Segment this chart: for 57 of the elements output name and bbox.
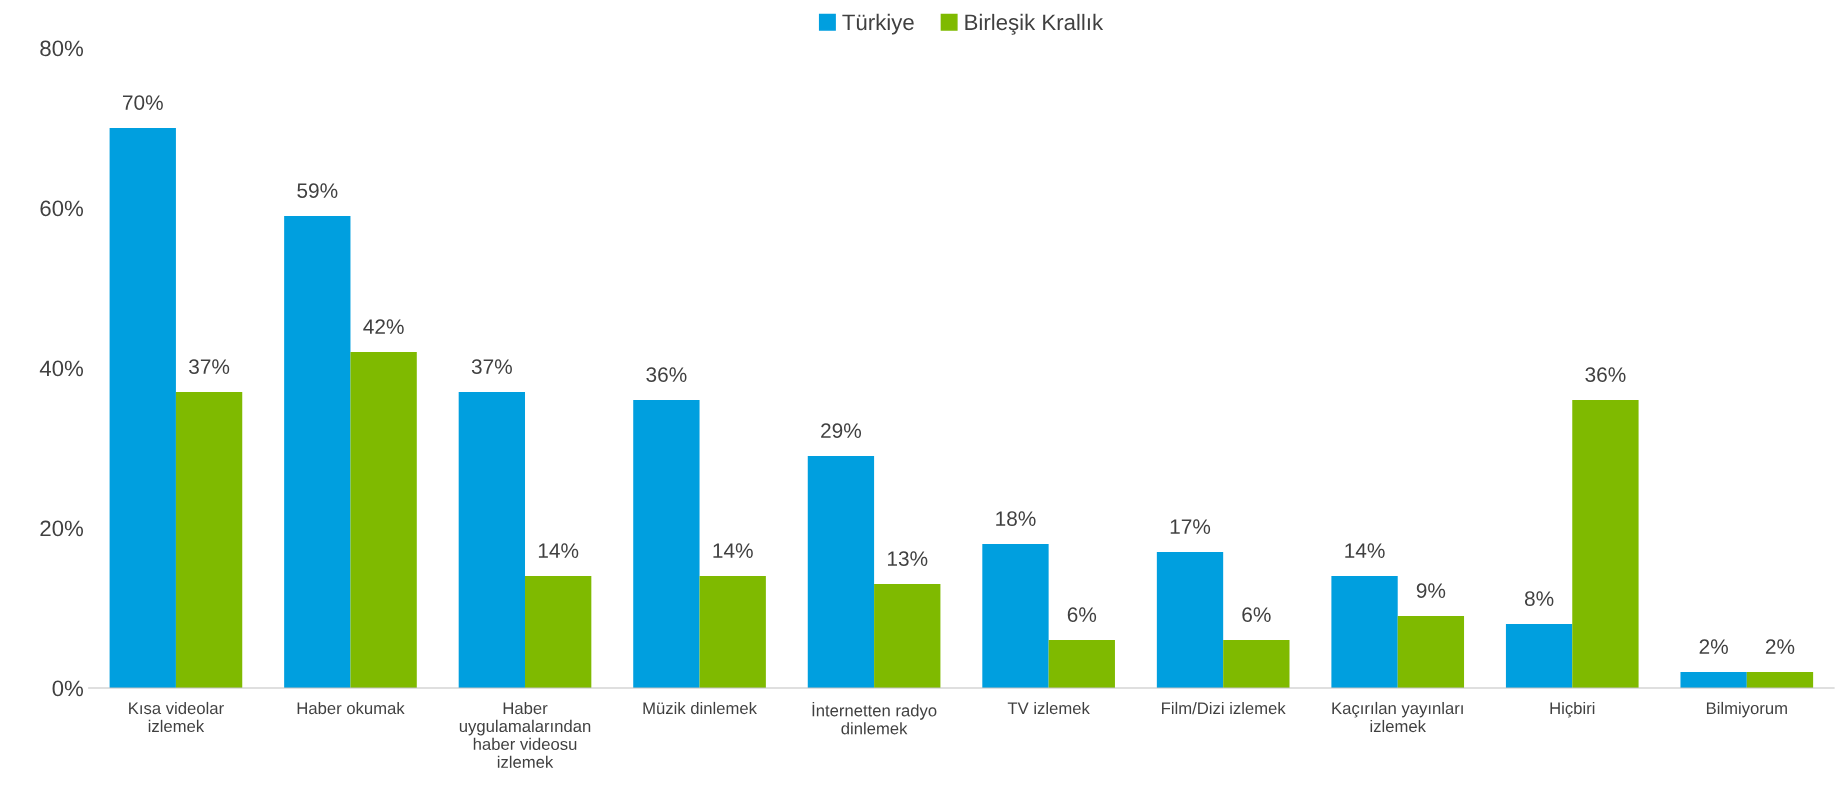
bar <box>525 576 592 688</box>
x-tick-label: Bilmiyorum <box>1706 701 1787 718</box>
data-label: 6% <box>1242 607 1271 622</box>
data-label: 36% <box>1585 367 1626 382</box>
bar <box>1505 624 1573 688</box>
x-tick-label: Hiçbiri <box>1550 701 1595 718</box>
bar <box>1572 400 1639 688</box>
data-label: 37% <box>189 359 230 374</box>
data-label: 29% <box>821 423 862 438</box>
x-tick-label: Haber uygulamalarından haber videosu izlemek <box>459 701 591 768</box>
x-tick-label: Kısa videolar izlemek <box>129 701 224 733</box>
data-label: 6% <box>1067 607 1097 622</box>
data-label: 13% <box>888 551 928 566</box>
bar <box>350 352 417 688</box>
bar <box>1397 616 1465 688</box>
bar <box>982 544 1049 688</box>
bar <box>175 392 243 688</box>
bar <box>874 584 941 688</box>
bar <box>1156 552 1224 688</box>
data-label: 59% <box>297 183 338 198</box>
x-tick-label: İnternetten radyo dinlemek <box>812 701 937 735</box>
bar <box>633 400 700 688</box>
bar <box>1331 576 1398 688</box>
bar <box>284 216 351 688</box>
data-label: 14% <box>538 543 579 558</box>
bar <box>1680 672 1747 688</box>
bar <box>807 456 875 688</box>
x-tick-label: Haber okumak <box>297 701 405 715</box>
bar <box>458 392 526 688</box>
y-tick-label: 20% <box>40 520 84 537</box>
y-tick-label: 40% <box>39 360 84 377</box>
y-tick-label: 0% <box>52 680 83 697</box>
data-label: 2% <box>1765 639 1795 654</box>
data-label: 18% <box>996 511 1036 526</box>
y-tick-label: 80% <box>40 40 84 57</box>
x-tick-label: Film/Dizi izlemek <box>1162 701 1286 715</box>
data-label: 70% <box>122 95 163 110</box>
x-tick-label: Müzik dinlemek <box>643 701 757 715</box>
legend-label: Türkiye <box>842 13 914 35</box>
data-label: 9% <box>1416 583 1446 598</box>
bar <box>699 576 766 688</box>
data-label: 37% <box>471 359 512 374</box>
bar <box>109 128 176 688</box>
bar <box>1048 640 1115 688</box>
legend-label: Birleşik Krallık <box>965 13 1104 35</box>
data-label: 8% <box>1524 591 1554 606</box>
data-label: 2% <box>1699 639 1728 654</box>
data-label: 14% <box>713 543 753 558</box>
x-tick-label: TV izlemek <box>1007 701 1090 715</box>
data-label: 42% <box>363 319 404 334</box>
y-tick-label: 60% <box>40 200 84 217</box>
data-label: 14% <box>1345 543 1385 558</box>
data-label: 36% <box>646 367 687 382</box>
x-tick-label: Kaçırılan yayınları izlemek <box>1332 701 1463 733</box>
bar <box>1223 640 1290 688</box>
data-label: 17% <box>1170 519 1211 534</box>
bar <box>1746 672 1814 688</box>
